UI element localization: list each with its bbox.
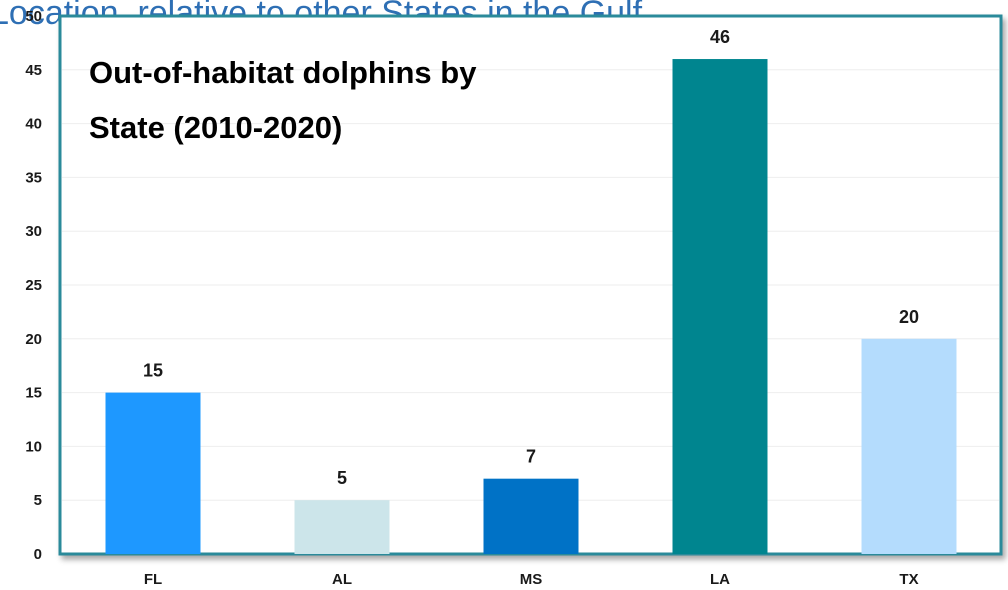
x-tick-label: FL — [144, 571, 162, 588]
y-tick-label: 25 — [25, 277, 42, 294]
chart-title-line-2: State (2010-2020) — [89, 110, 342, 145]
x-tick-label: TX — [899, 571, 918, 588]
y-axis-ticks: 0 5 10 15 20 25 30 35 40 45 50 — [25, 8, 42, 563]
bar-la — [672, 59, 768, 554]
bar-fl — [105, 392, 201, 554]
y-tick-label: 10 — [25, 438, 42, 455]
x-tick-label: AL — [332, 571, 352, 588]
gridlines — [62, 69, 999, 501]
data-label: 7 — [526, 447, 536, 467]
bar-ms — [483, 478, 579, 554]
data-label: 46 — [710, 27, 730, 47]
y-tick-label: 5 — [34, 492, 42, 509]
y-tick-label: 40 — [25, 116, 42, 133]
bar-al — [294, 500, 390, 554]
bars — [105, 59, 957, 554]
y-tick-label: 15 — [25, 385, 42, 402]
x-axis-ticks: FL AL MS LA TX — [144, 571, 919, 588]
x-tick-label: LA — [710, 571, 730, 588]
chart-title-line-1: Out-of-habitat dolphins by — [89, 55, 477, 90]
bar-tx — [861, 338, 957, 554]
y-tick-label: 0 — [34, 546, 42, 563]
data-label: 20 — [899, 307, 919, 327]
y-tick-label: 50 — [25, 8, 42, 25]
y-tick-label: 45 — [25, 62, 42, 79]
y-tick-label: 20 — [25, 331, 42, 348]
data-labels: 15 5 7 46 20 — [143, 27, 919, 488]
x-tick-label: MS — [520, 571, 543, 588]
y-tick-label: 30 — [25, 223, 42, 240]
y-tick-label: 35 — [25, 169, 42, 186]
data-label: 5 — [337, 468, 347, 488]
data-label: 15 — [143, 361, 163, 381]
